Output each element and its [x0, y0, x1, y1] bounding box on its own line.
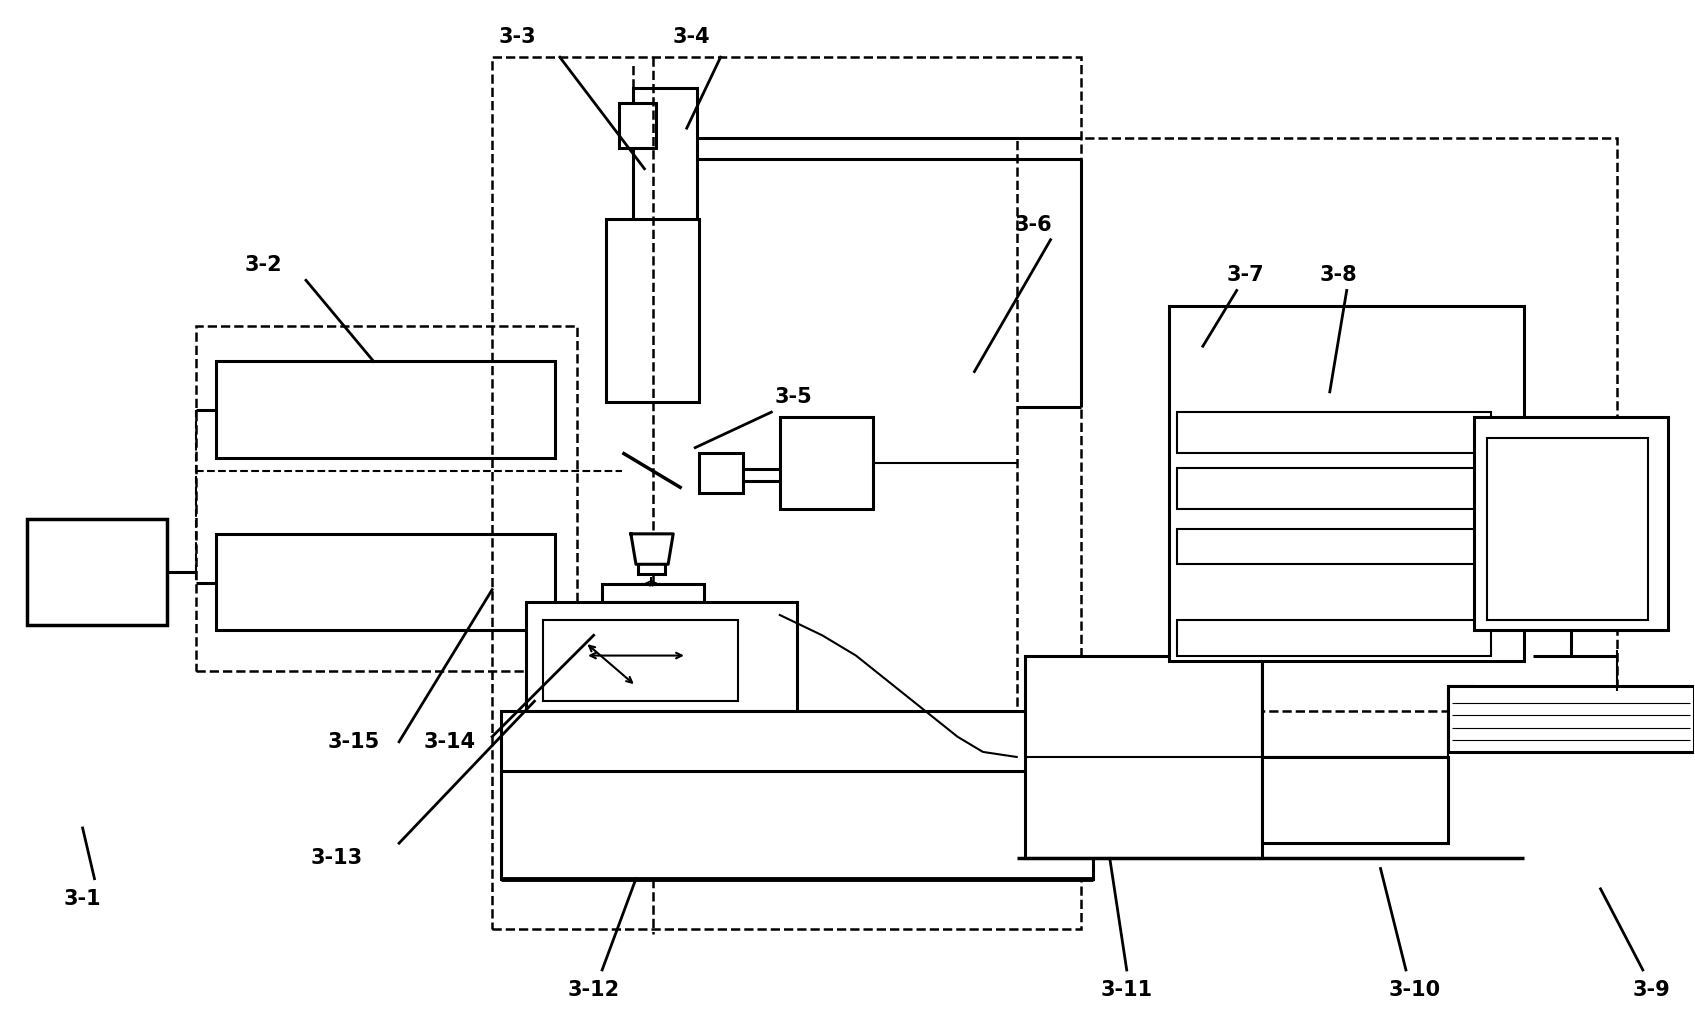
Polygon shape: [631, 534, 673, 564]
Bar: [637, 562, 664, 575]
Bar: [1178, 620, 1490, 656]
Bar: [698, 453, 742, 493]
Text: 3-7: 3-7: [1227, 265, 1264, 285]
Bar: [1487, 437, 1648, 620]
Text: 3-4: 3-4: [673, 26, 710, 47]
Bar: [1017, 138, 1617, 711]
Text: 3-10: 3-10: [1388, 980, 1441, 1001]
Text: 3-8: 3-8: [1319, 265, 1358, 285]
Bar: [217, 534, 554, 631]
Bar: [1178, 468, 1490, 508]
Text: 3-15: 3-15: [327, 732, 380, 752]
Bar: [780, 417, 873, 508]
Bar: [27, 519, 168, 625]
Bar: [1170, 306, 1524, 661]
Text: 3-13: 3-13: [310, 848, 363, 869]
Text: 3-2: 3-2: [244, 255, 283, 275]
Text: 3-9: 3-9: [1632, 980, 1670, 1001]
Text: 3-1: 3-1: [64, 889, 102, 909]
Text: 3-12: 3-12: [568, 980, 620, 1001]
Bar: [542, 620, 737, 701]
Bar: [492, 57, 1081, 930]
Bar: [217, 361, 554, 458]
Bar: [1263, 757, 1448, 843]
Text: 3-6: 3-6: [1015, 215, 1053, 235]
Bar: [632, 87, 697, 225]
Text: 3-5: 3-5: [775, 386, 812, 407]
Bar: [605, 220, 698, 402]
Text: 3-14: 3-14: [424, 732, 476, 752]
Bar: [500, 711, 1093, 772]
Text: 3-3: 3-3: [498, 26, 536, 47]
Bar: [1025, 656, 1263, 858]
Bar: [500, 771, 1093, 879]
Bar: [1448, 686, 1693, 752]
Text: 3-11: 3-11: [1100, 980, 1153, 1001]
Bar: [1178, 412, 1490, 453]
Bar: [602, 584, 703, 602]
Bar: [525, 602, 797, 711]
Bar: [197, 325, 576, 671]
Bar: [1178, 529, 1490, 564]
Bar: [1473, 417, 1668, 631]
Bar: [619, 103, 656, 148]
